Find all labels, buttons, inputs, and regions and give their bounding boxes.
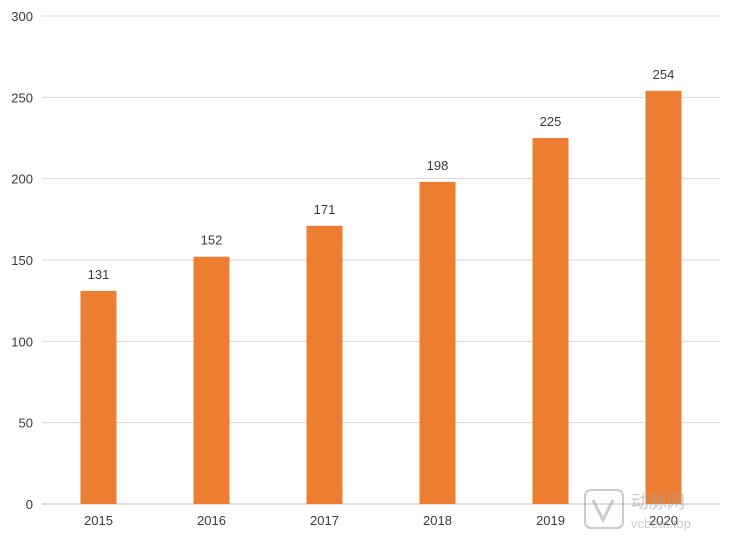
watermark: 动脉网 vcbeat.top <box>583 486 731 534</box>
y-tick-label: 200 <box>11 172 33 187</box>
x-tick-label-2016: 2016 <box>197 513 226 528</box>
data-label-2016: 152 <box>201 233 223 248</box>
bar-2019 <box>532 138 569 504</box>
watermark-brand-text: 动脉网 <box>631 492 685 512</box>
data-label-2018: 198 <box>427 158 449 173</box>
data-label-2017: 171 <box>314 202 336 217</box>
bar-2020 <box>645 90 682 505</box>
y-tick-label: 250 <box>11 90 33 105</box>
watermark-site-text: vcbeat.top <box>631 516 691 531</box>
x-tick-label-2017: 2017 <box>310 513 339 528</box>
bar-2015 <box>80 290 117 504</box>
y-tick-label: 100 <box>11 334 33 349</box>
y-tick-label: 150 <box>11 253 33 268</box>
bar-2018 <box>419 181 456 505</box>
data-label-2019: 225 <box>540 114 562 129</box>
bars <box>80 90 682 505</box>
y-tick-label: 0 <box>26 497 33 512</box>
bar-2016 <box>193 256 230 504</box>
x-tick-label-2018: 2018 <box>423 513 452 528</box>
y-axis-ticks: 0 50 100 150 200 250 300 <box>11 9 33 512</box>
y-tick-label: 50 <box>19 416 33 431</box>
x-tick-label-2020: 2020 <box>649 513 678 528</box>
y-tick-label: 300 <box>11 9 33 24</box>
gridlines <box>42 15 720 505</box>
data-labels: 131 152 171 198 225 254 <box>88 67 675 282</box>
bar-2017 <box>306 225 343 504</box>
vcbeat-logo-icon <box>584 489 624 529</box>
data-label-2015: 131 <box>88 267 110 282</box>
x-axis-ticks: 2015 2016 2017 2018 2019 2020 <box>84 513 678 528</box>
x-tick-label-2015: 2015 <box>84 513 113 528</box>
data-label-2020: 254 <box>653 67 675 82</box>
x-tick-label-2019: 2019 <box>536 513 565 528</box>
